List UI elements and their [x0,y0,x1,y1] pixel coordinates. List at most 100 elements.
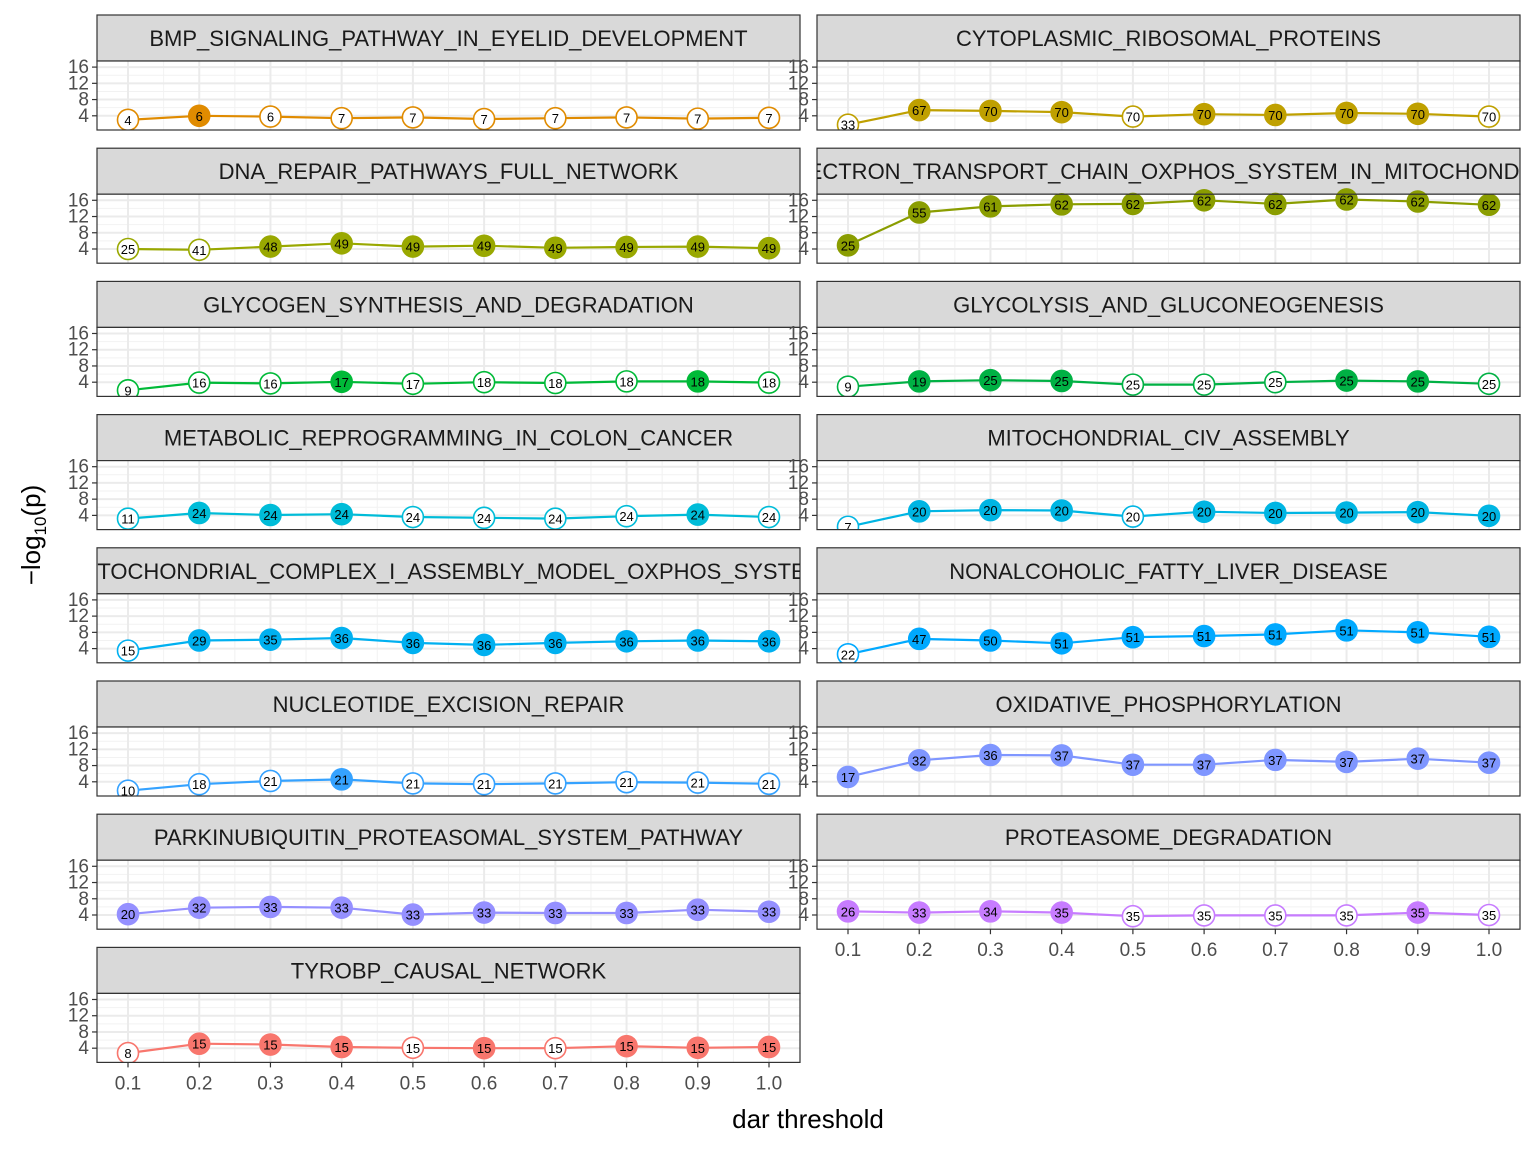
y-tick-label: 4 [798,372,809,393]
data-point [330,896,353,919]
series-group: 4 6 6 7 7 7 7 7 7 7 [116,104,781,130]
data-point [544,631,567,655]
x-tick-label: 0.2 [906,940,932,961]
data-point-label: 36 [619,634,633,649]
series-group: 15 29 35 36 36 36 36 36 36 36 [116,626,781,662]
data-point [979,743,1002,767]
data-point [116,379,140,397]
x-tick-label: 1.0 [1476,940,1502,961]
y-tick-label: 8 [798,90,809,111]
data-point-label: 24 [263,508,277,523]
y-tick-label: 4 [798,905,809,926]
data-point-label: 35 [1054,906,1068,921]
panel-border [816,460,1521,531]
series-group: 10 18 21 21 21 21 21 21 21 21 [116,768,781,796]
series-line [847,198,1490,247]
data-point-label: 50 [983,633,997,648]
data-point [259,1033,282,1056]
data-point [1264,501,1287,525]
facet-panel: PARKINUBIQUITIN_PROTEASOMAL_SYSTEM_PATHW… [68,813,801,930]
data-point [1477,372,1501,396]
data-point-label: 61 [983,199,997,214]
data-point [330,232,353,255]
y-tick-label: 16 [788,590,809,611]
data-point [1264,192,1287,216]
series-group: 9 16 16 17 17 18 18 18 18 18 [116,370,781,398]
data-point-label: 9 [124,383,131,398]
panel-border [816,859,1521,930]
data-point-label: 21 [334,772,348,787]
data-point [757,371,781,394]
data-point [1264,748,1287,772]
data-point-label: 15 [762,1040,776,1055]
data-point-label: 7 [844,520,851,535]
data-point-label: 7 [338,111,345,126]
data-point-label: 51 [1268,627,1282,642]
data-point-label: 21 [548,776,562,791]
data-point [1121,625,1145,649]
data-point-label: 6 [196,109,203,124]
data-point [1121,192,1145,216]
data-point-label: 7 [765,111,772,126]
facet-strip [96,547,801,595]
data-point-label: 7 [409,110,416,125]
data-point-label: 19 [912,374,926,389]
data-point-label: 25 [121,242,135,257]
data-point [979,99,1002,123]
data-point-label: 18 [548,376,562,391]
x-tick-label: 0.9 [1405,940,1431,961]
data-point-label: 18 [691,374,705,389]
facet-strip-title: CYTOPLASMIC_RIBOSOMAL_PROTEINS [956,26,1381,51]
y-tick-label: 16 [68,723,89,744]
data-point [187,501,211,525]
series-line [127,114,770,121]
data-point-label: 7 [552,111,559,126]
data-point-label: 20 [1197,505,1211,520]
data-point [401,235,425,258]
series-line [847,508,1490,528]
data-point [116,902,140,926]
data-point-label: 35 [1268,908,1282,923]
data-point-label: 17 [334,375,348,390]
data-point-label: 15 [477,1041,491,1056]
data-point-label: 18 [762,376,776,391]
data-point-label: 51 [1054,636,1068,651]
facet-strip [816,547,1521,595]
data-point-label: 51 [1482,630,1496,645]
data-point [1121,373,1145,396]
data-point [544,1036,567,1060]
y-tick-label: 4 [798,239,809,260]
data-point [472,506,496,530]
series-group: 17 32 36 37 37 37 37 37 37 37 [836,743,1501,789]
y-tick-label: 12 [788,739,809,760]
data-point-label: 16 [263,376,277,391]
data-point [1477,625,1501,649]
x-tick-label: 0.4 [1048,940,1075,961]
data-point [757,900,781,924]
series-group: 11 24 24 24 24 24 24 24 24 24 [116,501,781,530]
data-point [187,896,211,919]
data-point [907,98,931,122]
data-point [686,107,710,130]
data-point [1406,747,1430,770]
y-tick-label: 8 [798,223,809,244]
facet-strip-title: DNA_REPAIR_PATHWAYS_FULL_NETWORK [219,159,679,184]
data-point [1264,904,1287,927]
facet-strip [816,813,1521,861]
data-point-label: 62 [1054,197,1068,212]
grid [97,460,800,530]
data-point-label: 25 [1411,374,1425,389]
x-tick-label: 0.3 [977,940,1003,961]
panel-border [96,859,801,930]
data-point-label: 67 [912,103,926,118]
x-tick-label: 0.1 [835,940,861,961]
y-tick-label: 16 [788,457,809,478]
data-point [187,371,211,394]
y-tick-label: 8 [78,1022,89,1043]
series-group: 8 15 15 15 15 15 15 15 15 15 [116,1032,781,1063]
data-point [116,108,140,130]
data-point [187,772,211,796]
facet-strip [96,280,801,328]
